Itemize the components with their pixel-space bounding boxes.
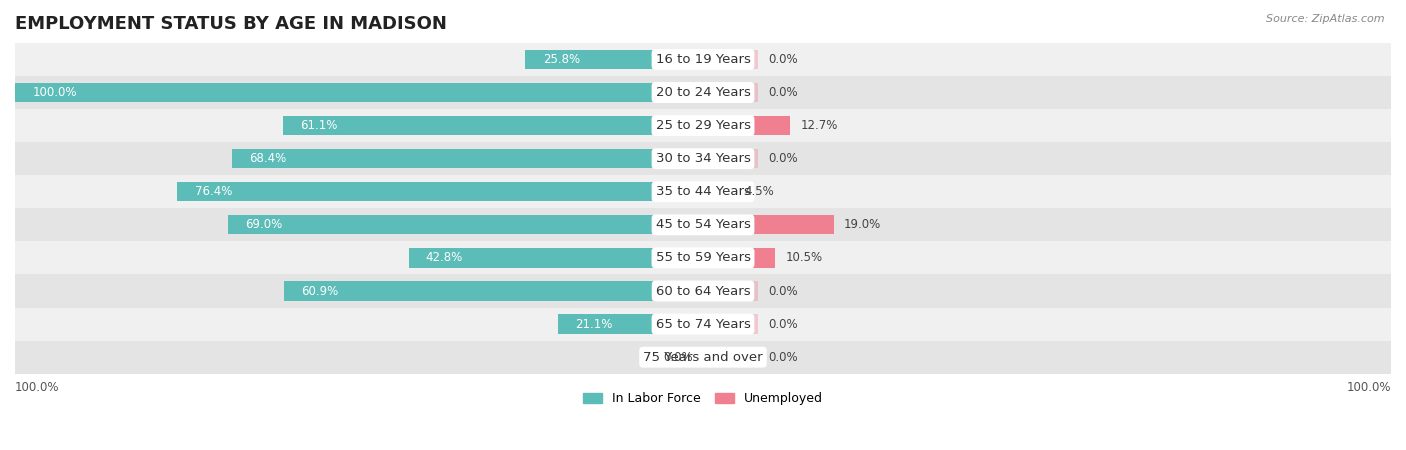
Bar [232, 149, 703, 168]
Text: 0.0%: 0.0% [768, 152, 799, 165]
Text: 25 to 29 Years: 25 to 29 Years [655, 119, 751, 132]
Text: 0.0%: 0.0% [664, 351, 693, 364]
Text: 75 Years and over: 75 Years and over [643, 351, 763, 364]
Bar [177, 182, 703, 201]
Bar [703, 149, 758, 168]
Bar [703, 347, 758, 367]
Bar [15, 341, 1391, 373]
Bar [15, 274, 1391, 307]
Text: 45 to 54 Years: 45 to 54 Years [655, 218, 751, 231]
Bar [15, 175, 1391, 208]
Text: 0.0%: 0.0% [768, 284, 799, 297]
Text: 25.8%: 25.8% [543, 53, 579, 66]
Bar [15, 241, 1391, 274]
Bar [228, 215, 703, 234]
Text: 35 to 44 Years: 35 to 44 Years [655, 185, 751, 198]
Bar [409, 248, 703, 267]
Text: 20 to 24 Years: 20 to 24 Years [655, 86, 751, 99]
Text: 100.0%: 100.0% [15, 381, 59, 394]
Bar [15, 208, 1391, 241]
Bar [15, 43, 1391, 76]
Text: 100.0%: 100.0% [32, 86, 77, 99]
Legend: In Labor Force, Unemployed: In Labor Force, Unemployed [578, 387, 828, 410]
Text: EMPLOYMENT STATUS BY AGE IN MADISON: EMPLOYMENT STATUS BY AGE IN MADISON [15, 15, 447, 33]
Text: 76.4%: 76.4% [194, 185, 232, 198]
Text: 42.8%: 42.8% [426, 252, 463, 265]
Text: 65 to 74 Years: 65 to 74 Years [655, 318, 751, 331]
Text: 100.0%: 100.0% [1347, 381, 1391, 394]
Bar [703, 182, 734, 201]
Bar [15, 142, 1391, 175]
Text: 69.0%: 69.0% [246, 218, 283, 231]
Bar [703, 215, 834, 234]
Text: 10.5%: 10.5% [786, 252, 823, 265]
Bar [703, 315, 758, 334]
Text: 61.1%: 61.1% [299, 119, 337, 132]
Text: 55 to 59 Years: 55 to 59 Years [655, 252, 751, 265]
Bar [526, 50, 703, 69]
Bar [283, 116, 703, 135]
Text: 0.0%: 0.0% [768, 318, 799, 331]
Text: 16 to 19 Years: 16 to 19 Years [655, 53, 751, 66]
Bar [15, 307, 1391, 341]
Text: 0.0%: 0.0% [768, 351, 799, 364]
Bar [703, 116, 790, 135]
Bar [284, 281, 703, 301]
Bar [703, 281, 758, 301]
Text: 60 to 64 Years: 60 to 64 Years [655, 284, 751, 297]
Bar [558, 315, 703, 334]
Bar [703, 248, 775, 267]
Text: 0.0%: 0.0% [768, 53, 799, 66]
Bar [15, 109, 1391, 142]
Bar [703, 83, 758, 102]
Bar [15, 83, 703, 102]
Text: 0.0%: 0.0% [768, 86, 799, 99]
Text: Source: ZipAtlas.com: Source: ZipAtlas.com [1267, 14, 1385, 23]
Text: 4.5%: 4.5% [744, 185, 775, 198]
Bar [703, 50, 758, 69]
Text: 19.0%: 19.0% [844, 218, 882, 231]
Text: 68.4%: 68.4% [250, 152, 287, 165]
Text: 12.7%: 12.7% [800, 119, 838, 132]
Text: 21.1%: 21.1% [575, 318, 613, 331]
Text: 60.9%: 60.9% [301, 284, 339, 297]
Bar [15, 76, 1391, 109]
Text: 30 to 34 Years: 30 to 34 Years [655, 152, 751, 165]
